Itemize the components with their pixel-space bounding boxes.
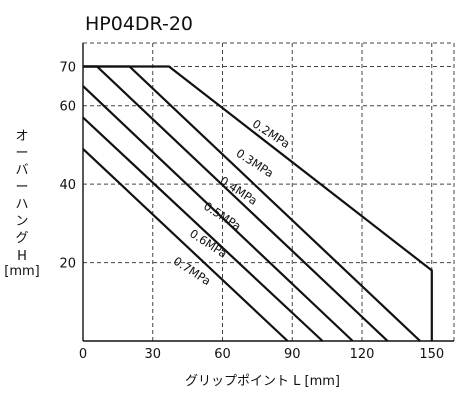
series-label-0.7MPa: 0.7MPa [171,254,214,288]
y-tick-label-70: 70 [59,61,76,76]
y-axis-label-part-0: オ [15,129,28,144]
grid [82,42,455,342]
series-label-0.6MPa: 0.6MPa [187,226,230,260]
y-tick-label-60: 60 [59,100,76,115]
y-axis-label-part-2: バ [15,163,28,178]
series-line-0.6MPa [82,116,324,342]
x-tick-label-0: 0 [79,347,87,362]
y-axis-label-part-6: グ [15,231,28,246]
series-line-0.5MPa [82,85,354,342]
series-line-0.2MPa [83,65,433,341]
y-axis-label-part-5: ン [15,214,28,229]
x-tick-label-30: 30 [144,347,161,362]
series-line-0.4MPa [83,65,389,342]
y-axis-label-part-1: ー [15,146,28,161]
x-tick-label-150: 150 [419,347,444,362]
plot-frame [82,42,455,342]
y-axis-label-part-8: [mm] [4,264,39,279]
x-axis-label: グリップポイント L [mm] [185,374,340,389]
y-axis-label-part-4: ハ [15,197,28,212]
series-line-0.7MPa [82,148,289,342]
series-lines [82,65,433,342]
axes [82,43,454,342]
tick-labels: 0 30 60 90 120 150 20 40 60 70 [59,61,444,362]
series-label-0.4MPa: 0.4MPa [217,173,260,207]
y-axis-label-part-7: H [17,249,27,264]
chart-title: HP04DR-20 [85,13,193,35]
y-axis-label-part-3: ー [15,180,28,195]
y-tick-label-40: 40 [59,178,76,193]
x-tick-label-60: 60 [214,347,231,362]
x-tick-label-120: 120 [350,347,375,362]
x-tick-label-90: 90 [284,347,301,362]
y-tick-label-20: 20 [59,257,76,272]
series-label-0.3MPa: 0.3MPa [234,146,277,180]
